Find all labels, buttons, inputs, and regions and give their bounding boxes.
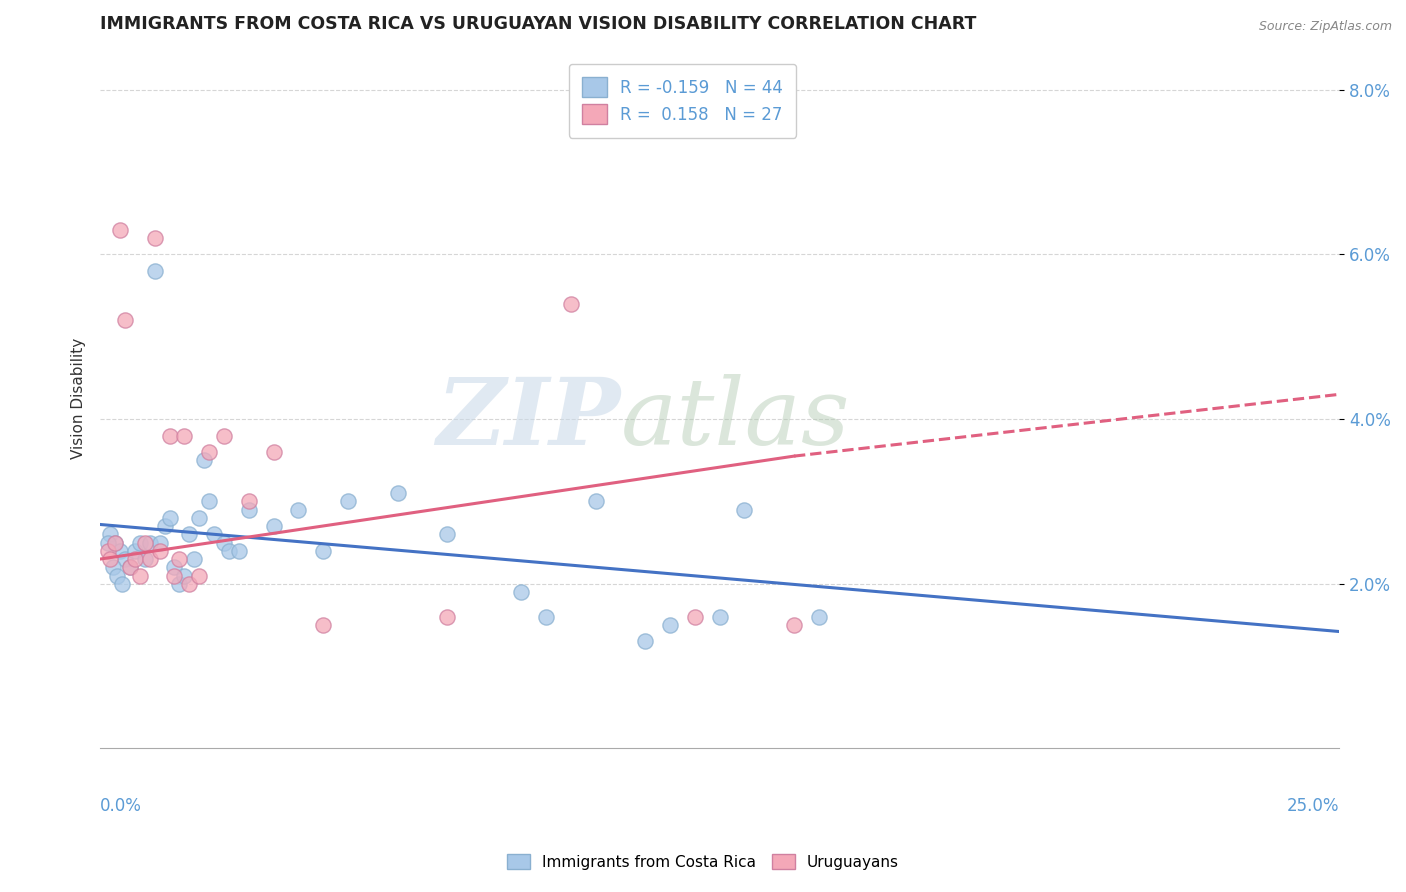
Point — [143, 264, 166, 278]
Point — [188, 511, 211, 525]
Point — [212, 535, 235, 549]
Point — [560, 297, 582, 311]
Point — [683, 609, 706, 624]
Point — [387, 486, 409, 500]
Point — [238, 502, 260, 516]
Point — [159, 428, 181, 442]
Point — [149, 544, 172, 558]
Point — [118, 560, 141, 574]
Point — [510, 585, 533, 599]
Point — [198, 494, 221, 508]
Text: 25.0%: 25.0% — [1286, 797, 1340, 815]
Y-axis label: Vision Disability: Vision Disability — [72, 338, 86, 459]
Point — [143, 231, 166, 245]
Point — [128, 535, 150, 549]
Point — [238, 494, 260, 508]
Point — [634, 634, 657, 648]
Point — [163, 560, 186, 574]
Point — [312, 544, 335, 558]
Text: 0.0%: 0.0% — [100, 797, 142, 815]
Point — [118, 560, 141, 574]
Text: Source: ZipAtlas.com: Source: ZipAtlas.com — [1258, 20, 1392, 33]
Point — [101, 560, 124, 574]
Point — [183, 552, 205, 566]
Point — [218, 544, 240, 558]
Point — [212, 428, 235, 442]
Point — [124, 552, 146, 566]
Text: IMMIGRANTS FROM COSTA RICA VS URUGUAYAN VISION DISABILITY CORRELATION CHART: IMMIGRANTS FROM COSTA RICA VS URUGUAYAN … — [100, 15, 977, 33]
Point — [114, 552, 136, 566]
Point — [128, 568, 150, 582]
Point — [104, 535, 127, 549]
Point — [124, 544, 146, 558]
Point — [585, 494, 607, 508]
Point — [263, 445, 285, 459]
Point — [111, 576, 134, 591]
Point — [436, 609, 458, 624]
Point — [104, 535, 127, 549]
Point — [198, 445, 221, 459]
Point — [188, 568, 211, 582]
Point — [134, 552, 156, 566]
Text: atlas: atlas — [620, 375, 851, 465]
Point — [336, 494, 359, 508]
Point — [98, 552, 121, 566]
Point — [312, 618, 335, 632]
Point — [153, 519, 176, 533]
Legend: Immigrants from Costa Rica, Uruguayans: Immigrants from Costa Rica, Uruguayans — [499, 846, 907, 877]
Point — [169, 552, 191, 566]
Point — [263, 519, 285, 533]
Point — [659, 618, 682, 632]
Point — [97, 544, 120, 558]
Point — [138, 552, 160, 566]
Point — [163, 568, 186, 582]
Point — [709, 609, 731, 624]
Point — [108, 544, 131, 558]
Point — [179, 576, 201, 591]
Point — [98, 527, 121, 541]
Point — [149, 535, 172, 549]
Point — [97, 535, 120, 549]
Point — [138, 535, 160, 549]
Point — [179, 527, 201, 541]
Point — [202, 527, 225, 541]
Point — [534, 609, 557, 624]
Point — [108, 222, 131, 236]
Point — [173, 428, 195, 442]
Point — [134, 535, 156, 549]
Point — [436, 527, 458, 541]
Point — [159, 511, 181, 525]
Legend: R = -0.159   N = 44, R =  0.158   N = 27: R = -0.159 N = 44, R = 0.158 N = 27 — [568, 64, 796, 137]
Point — [173, 568, 195, 582]
Point — [287, 502, 309, 516]
Point — [807, 609, 830, 624]
Point — [783, 618, 806, 632]
Point — [107, 568, 129, 582]
Text: ZIP: ZIP — [436, 375, 620, 465]
Point — [114, 313, 136, 327]
Point — [193, 453, 215, 467]
Point — [169, 576, 191, 591]
Point — [228, 544, 250, 558]
Point — [734, 502, 756, 516]
